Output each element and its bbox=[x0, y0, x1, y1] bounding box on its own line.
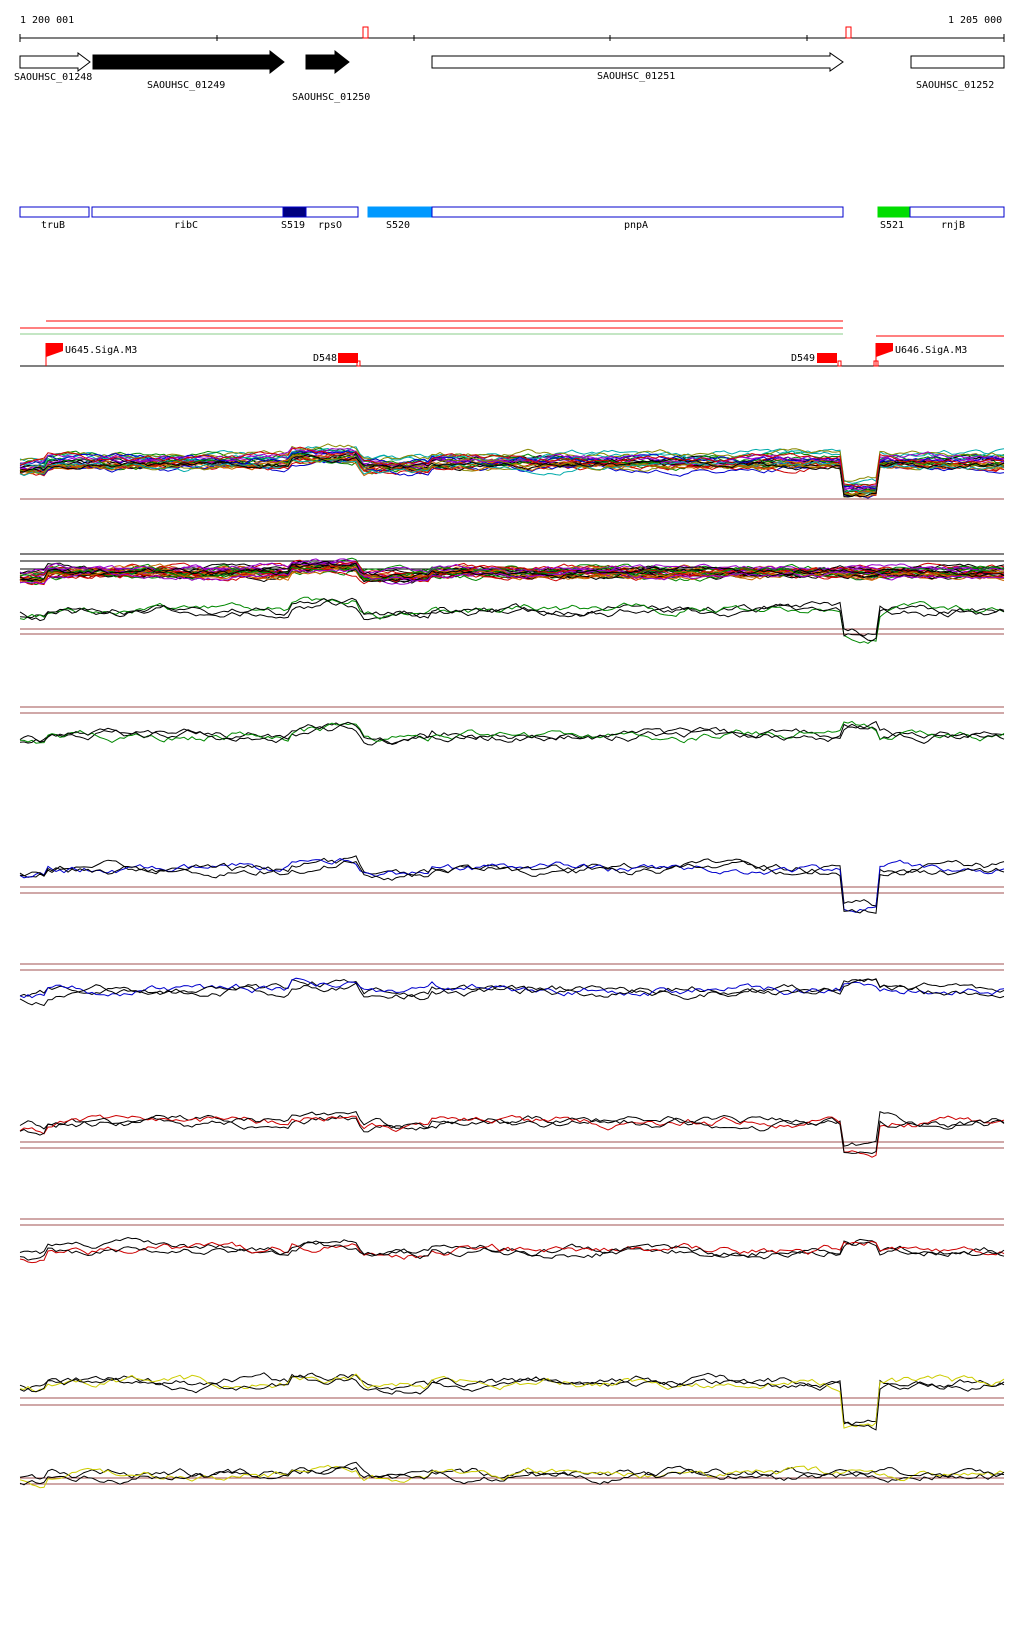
expression-series-line bbox=[19, 977, 1005, 999]
expression-series-line bbox=[19, 1464, 1005, 1489]
feature-S519[interactable]: S519 bbox=[281, 206, 307, 231]
track-yellow-strand-2 bbox=[19, 1461, 1005, 1489]
gene-label: SAOUHSC_01249 bbox=[147, 80, 225, 91]
feature-label: truB bbox=[41, 220, 65, 231]
expression-series-line bbox=[19, 1114, 1005, 1158]
track-expression-heatmap-multi bbox=[19, 443, 1005, 500]
track-green-strand-2 bbox=[19, 706, 1005, 746]
expression-series-line bbox=[19, 1111, 1005, 1147]
expression-series-line bbox=[19, 1236, 1005, 1258]
feature-S520[interactable]: S520 bbox=[367, 206, 433, 231]
expression-series-line bbox=[19, 1240, 1005, 1264]
gene-label: SAOUHSC_01248 bbox=[14, 72, 92, 83]
regulatory-track: U645.SigA.M3 D548 D549 U646.SigA.M3 bbox=[20, 320, 1004, 367]
coordinate-ruler: 1 200 001 1 205 000 bbox=[19, 15, 1005, 42]
expression-series-line bbox=[19, 1373, 1005, 1429]
expression-series-line bbox=[19, 443, 1005, 482]
expression-series-line bbox=[19, 1240, 1005, 1261]
feature-track: truB ribC S519 rpsO S520 pnpA S521 rnjB bbox=[19, 206, 1005, 231]
gene-SAOUHSC_01249[interactable]: SAOUHSC_01249 bbox=[92, 49, 285, 91]
feature-label: rnjB bbox=[941, 220, 965, 231]
regulatory-label: D549 bbox=[791, 353, 815, 364]
promoter-U646[interactable]: U646.SigA.M3 bbox=[873, 343, 967, 367]
promoter-U645[interactable]: U645.SigA.M3 bbox=[45, 343, 137, 366]
expression-tracks bbox=[19, 443, 1005, 1489]
expression-series-line bbox=[19, 565, 1004, 583]
terminator-D549[interactable]: D549 bbox=[791, 353, 842, 367]
expression-series-line bbox=[19, 722, 1005, 746]
ruler-marker bbox=[362, 26, 369, 39]
expression-series-line bbox=[19, 567, 1005, 583]
expression-series-line bbox=[19, 561, 1005, 579]
expression-series-line bbox=[19, 720, 1005, 746]
expression-series-line bbox=[19, 978, 1005, 1007]
feature-truB[interactable]: truB bbox=[19, 206, 90, 231]
feature-rpsO[interactable]: rpsO bbox=[305, 206, 359, 231]
gene-SAOUHSC_01250[interactable]: SAOUHSC_01250 bbox=[292, 49, 370, 103]
gene-SAOUHSC_01248[interactable]: SAOUHSC_01248 bbox=[14, 52, 92, 83]
gene-SAOUHSC_01251[interactable]: SAOUHSC_01251 bbox=[431, 52, 844, 82]
regulatory-label: U646.SigA.M3 bbox=[895, 345, 967, 356]
expression-series-line bbox=[19, 597, 1005, 642]
expression-series-line bbox=[19, 446, 1005, 488]
expression-series-line bbox=[19, 978, 1005, 998]
gene-track: SAOUHSC_01248 SAOUHSC_01249 SAOUHSC_0125… bbox=[14, 49, 1005, 103]
regulatory-label: D548 bbox=[313, 353, 337, 364]
expression-series-line bbox=[19, 720, 1005, 744]
feature-label: S519 bbox=[281, 220, 305, 231]
terminator-D548[interactable]: D548 bbox=[313, 353, 361, 367]
feature-ribC[interactable]: ribC bbox=[91, 206, 284, 231]
expression-series-line bbox=[19, 596, 1005, 644]
expression-series-line bbox=[19, 1111, 1005, 1155]
gene-label: SAOUHSC_01250 bbox=[292, 92, 370, 103]
track-green-strand-1 bbox=[19, 596, 1005, 644]
expression-series-line bbox=[19, 450, 1005, 490]
feature-label: pnpA bbox=[624, 220, 648, 231]
expression-series-line bbox=[19, 855, 1005, 907]
feature-pnpA[interactable]: pnpA bbox=[431, 206, 844, 231]
gene-label: SAOUHSC_01251 bbox=[597, 71, 675, 82]
track-blue-strand-2 bbox=[19, 963, 1005, 1007]
expression-series-line bbox=[19, 446, 1004, 491]
track-yellow-strand-1 bbox=[19, 1372, 1005, 1431]
feature-label: ribC bbox=[174, 220, 198, 231]
feature-label: rpsO bbox=[318, 220, 342, 231]
expression-series-line bbox=[19, 1375, 1005, 1431]
track-expression-multi-2 bbox=[19, 553, 1005, 586]
expression-series-line bbox=[19, 560, 1005, 582]
feature-S521[interactable]: S521 bbox=[877, 206, 911, 231]
expression-series-line bbox=[19, 858, 1005, 913]
feature-rnjB[interactable]: rnjB bbox=[909, 206, 1005, 231]
feature-label: S521 bbox=[880, 220, 904, 231]
expression-series-line bbox=[19, 1461, 1005, 1486]
gene-SAOUHSC_01252[interactable]: SAOUHSC_01252 bbox=[910, 55, 1005, 91]
ruler-end-label: 1 205 000 bbox=[948, 15, 1002, 26]
expression-series-line bbox=[19, 860, 1005, 914]
expression-series-line bbox=[19, 453, 1005, 498]
track-red-strand-1 bbox=[19, 1111, 1005, 1158]
ruler-start-label: 1 200 001 bbox=[20, 15, 74, 26]
track-red-strand-2 bbox=[19, 1218, 1005, 1264]
expression-series-line bbox=[19, 1465, 1005, 1483]
track-blue-strand-1 bbox=[19, 855, 1005, 914]
ruler-marker bbox=[845, 26, 852, 39]
expression-series-line bbox=[19, 598, 1005, 637]
feature-label: S520 bbox=[386, 220, 410, 231]
gene-label: SAOUHSC_01252 bbox=[916, 80, 994, 91]
regulatory-label: U645.SigA.M3 bbox=[65, 345, 137, 356]
